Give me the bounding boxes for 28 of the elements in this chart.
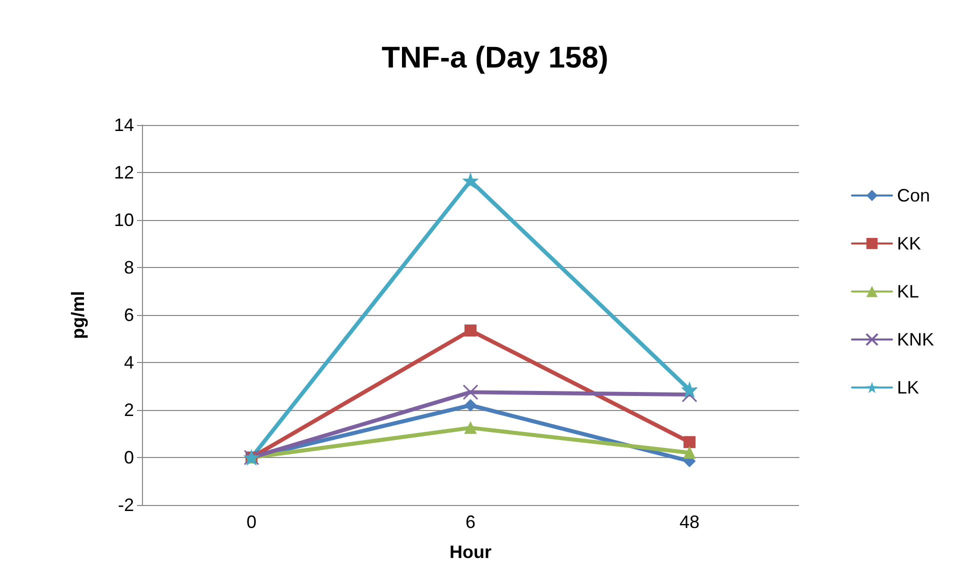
point (463, 173, 478, 188)
point (464, 399, 476, 412)
point (682, 382, 697, 398)
x-axis-title: Hour (450, 542, 492, 562)
y-tick-label: 4 (124, 352, 134, 372)
point (462, 384, 478, 400)
legend-label: LK (896, 378, 920, 398)
y-tick-label: -2 (118, 495, 134, 515)
legend-label: Con (896, 186, 930, 206)
y-tick-label: 0 (124, 448, 134, 468)
point (464, 422, 476, 434)
x-tick-label: 6 (465, 512, 476, 532)
legend-label: KL (896, 282, 920, 302)
y-tick-label: 12 (114, 162, 134, 182)
x-tick-label: 0 (246, 512, 257, 532)
y-tick-label: 10 (114, 210, 134, 230)
y-tick-label: 2 (124, 400, 134, 420)
point (464, 324, 476, 336)
chart-title: TNF-a (Day 158) (382, 42, 608, 74)
x-tick-label: 48 (679, 512, 700, 532)
y-tick-label: 6 (124, 305, 134, 325)
legend-label: KNK (896, 330, 934, 350)
point (684, 446, 696, 459)
y-axis-title: pg/ml (68, 291, 88, 339)
legend-label: KK (896, 234, 922, 254)
y-tick-label: 14 (114, 115, 134, 135)
y-tick-label: 8 (124, 258, 134, 278)
point (684, 436, 696, 448)
